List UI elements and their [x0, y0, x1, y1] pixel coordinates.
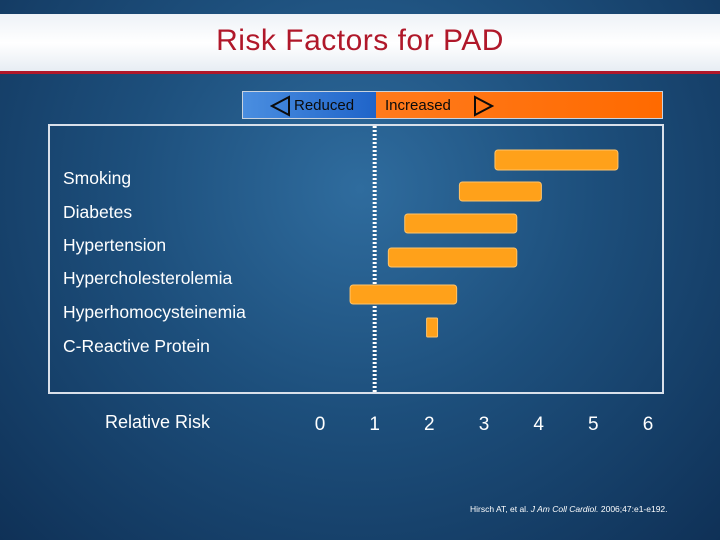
x-tick-label: 5	[588, 414, 599, 435]
x-tick-label: 4	[533, 414, 544, 435]
risk-range-bar	[494, 149, 619, 171]
x-tick-label: 6	[642, 414, 654, 435]
category-label: Hypercholesterolemia	[63, 268, 233, 288]
category-label: Hypertension	[63, 235, 167, 255]
right-arrow-icon	[474, 95, 494, 117]
x-axis-label: Relative Risk	[105, 412, 211, 432]
legend-reduced-region	[243, 92, 376, 118]
risk-range-bar	[349, 284, 458, 305]
x-tick-label: 0	[314, 414, 326, 435]
citation-journal: J Am Coll Cardiol.	[530, 504, 599, 514]
citation: Hirsch AT, et al. J Am Coll Cardiol. 200…	[470, 504, 668, 514]
risk-range-bar	[404, 213, 518, 234]
x-tick-label: 1	[369, 414, 380, 435]
risk-range-bar	[426, 317, 439, 338]
x-tick-label: 3	[478, 414, 490, 435]
title-rule	[0, 71, 720, 74]
risk-direction-legend: Reduced Increased	[242, 91, 663, 119]
citation-details: 2006;47:e1-e192.	[600, 504, 668, 514]
citation-authors: Hirsch AT, et al.	[470, 504, 529, 514]
x-tick-label: 2	[424, 414, 435, 435]
category-label: Smoking	[63, 168, 132, 188]
category-label: Diabetes	[63, 202, 133, 222]
left-arrow-icon	[270, 95, 290, 117]
plot-frame	[48, 124, 664, 394]
legend-increased-region	[376, 92, 662, 118]
risk-range-bar	[458, 181, 542, 202]
legend-reduced-label: Reduced	[294, 97, 355, 114]
title-band: Risk Factors for PAD	[0, 14, 720, 72]
category-label: C-Reactive Protein	[63, 336, 210, 356]
category-label: Hyperhomocysteinemia	[63, 302, 246, 322]
legend-increased-label: Increased	[385, 97, 451, 114]
risk-range-bar	[387, 247, 518, 268]
slide-title: Risk Factors for PAD	[216, 24, 504, 57]
